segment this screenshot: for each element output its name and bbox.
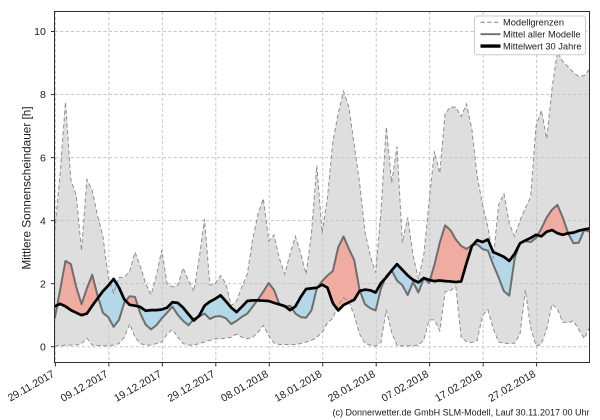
svg-text:Mittlere Sonnenscheindauer [h]: Mittlere Sonnenscheindauer [h] <box>20 106 34 269</box>
svg-text:4: 4 <box>40 215 46 227</box>
svg-text:Mittel aller Modelle: Mittel aller Modelle <box>503 30 581 40</box>
svg-text:Modellgrenzen: Modellgrenzen <box>503 18 564 28</box>
svg-text:0: 0 <box>40 341 46 353</box>
svg-text:2: 2 <box>40 278 46 290</box>
svg-text:6: 6 <box>40 152 46 164</box>
svg-text:(c) Donnerwetter.de GmbH SLM-M: (c) Donnerwetter.de GmbH SLM-Modell, Lau… <box>333 408 590 418</box>
svg-text:8: 8 <box>40 89 46 101</box>
svg-text:Mittelwert 30 Jahre: Mittelwert 30 Jahre <box>503 41 582 51</box>
svg-text:10: 10 <box>34 26 46 38</box>
